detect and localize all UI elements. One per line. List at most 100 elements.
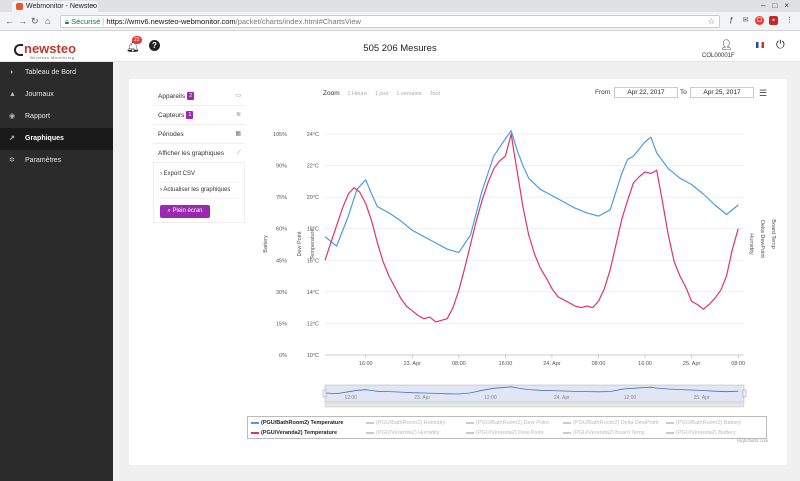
y-tick-battery: 45% — [276, 258, 287, 264]
mail-icon[interactable]: ✉ — [742, 17, 749, 24]
x-tick-label: 23. Apr — [404, 361, 422, 367]
actualiser-graphiques-link[interactable]: › Actualiser les graphiques — [160, 183, 238, 199]
zoom-label: Zoom — [323, 90, 340, 97]
navigator-series — [324, 386, 739, 395]
gear-icon: ✲ — [9, 157, 15, 164]
temperature-chart[interactable]: 0% 10°C 15% 12°C 30% 14°C 45% 16°C 60% 18°C 75% 20°… — [129, 79, 787, 465]
notification-count-badge: 22 — [132, 36, 142, 44]
logout-power-icon[interactable]: ⏻ — [776, 39, 785, 51]
legend-label: (PGU/BathRoom2) Humidity — [376, 420, 446, 426]
chart-menu-icon[interactable]: ☰ — [759, 88, 768, 98]
appareils-row[interactable]: Appareils 2 ▭ — [153, 87, 245, 106]
legend-swatch — [366, 421, 374, 424]
sidebar-item-journaux[interactable]: ▲ Journaux — [0, 84, 113, 106]
secure-label: Sécurisé — [71, 17, 101, 26]
legend-label: (PGU/Veranda2) Board Temp — [573, 430, 645, 436]
browser-tab[interactable]: Webmonitor - Newsteo × — [12, 1, 98, 12]
series-line-1 — [324, 133, 739, 323]
x-tick-label: 16:00 — [359, 361, 373, 367]
back-icon[interactable]: ← — [5, 16, 14, 26]
legend-item[interactable]: (PGU/Veranda2) Humidity — [366, 430, 440, 436]
forward-icon[interactable]: → — [18, 16, 27, 26]
chart-icon: ↗ — [9, 135, 15, 142]
legend-item[interactable]: (PGU/Veranda2) Dew Point — [466, 430, 543, 436]
y-axis-label-humidity: Humidity — [748, 233, 754, 255]
user-icon[interactable]: 👤︎ — [720, 40, 733, 51]
periodes-row[interactable]: Périodes ▦ — [153, 125, 245, 144]
zoom-1-day[interactable]: 1 jour — [374, 91, 389, 97]
dashboard-icon: ◑ — [9, 69, 14, 76]
from-date-input[interactable]: Apr 22, 2017 — [614, 87, 678, 98]
x-tick-label: 08:00 — [731, 361, 745, 367]
wifi-icon: ≋ — [235, 112, 241, 118]
legend-item[interactable]: (PGU/BathRoom2) Dew Point — [466, 420, 549, 426]
legend-swatch — [366, 431, 374, 434]
legend-swatch — [666, 431, 674, 434]
sidebar-item-parametres[interactable]: ✲ Paramètres — [0, 150, 113, 172]
afficher-graphiques-row[interactable]: Afficher les graphiques ⟋ — [153, 144, 245, 163]
y-tick-battery: 90% — [276, 164, 287, 170]
home-icon[interactable]: ⌂ — [45, 16, 51, 26]
close-tab-icon[interactable]: × — [90, 3, 95, 10]
y-tick-battery: 60% — [276, 227, 287, 233]
legend-swatch — [466, 431, 474, 434]
legend-item[interactable]: (PGU/BathRoom2) Delta DewPoint — [563, 420, 659, 426]
sidebar-item-graphiques[interactable]: ↗ Graphiques — [0, 128, 113, 150]
legend-swatch — [466, 421, 474, 424]
zoom-all[interactable]: Tout — [429, 91, 441, 97]
browser-toolbar: ← → ↻ ⌂ 🔒︎ Sécurisé | https://wmv6.newst… — [0, 12, 800, 31]
chart-legend: (PGU/BathRoom2) Temperature (PGU/BathRoom… — [247, 416, 767, 439]
help-icon[interactable]: ? — [149, 40, 160, 51]
reload-icon[interactable]: ↻ — [31, 16, 39, 26]
export-csv-link[interactable]: › Export CSV — [160, 167, 238, 183]
legend-item[interactable]: (PGU/BathRoom2) Humidity — [366, 420, 445, 426]
legend-swatch — [251, 421, 259, 424]
legend-label: (PGU/Veranda2) Dew Point — [476, 430, 544, 436]
chart-options-panel: Appareils 2 ▭ Capteurs 1 ≋ Périodes ▦ Affiche… — [153, 87, 245, 223]
legend-swatch — [666, 421, 674, 424]
legend-item[interactable]: (PGU/BathRoom2) Battery — [666, 420, 741, 426]
y-tick-temperature: 20°C — [307, 195, 319, 201]
highcharts-credit[interactable]: Highcharts.com — [737, 438, 769, 443]
y-tick-temperature: 22°C — [307, 164, 319, 170]
extension-icon[interactable]: ƒ — [729, 17, 734, 24]
opera-icon[interactable]: O — [755, 16, 764, 25]
y-tick-battery: 0% — [279, 353, 287, 359]
legend-swatch — [251, 431, 259, 434]
notifications-bell-icon[interactable]: 🔔︎ — [126, 41, 140, 53]
zoom-1-week[interactable]: 1 semaine — [396, 91, 422, 97]
bookmark-star-icon[interactable]: ☆ — [707, 17, 715, 26]
browser-menu-icon[interactable]: ⋮ — [786, 17, 793, 24]
y-tick-battery: 15% — [276, 321, 287, 327]
to-label: To — [680, 89, 687, 96]
appareils-count-badge: 2 — [187, 92, 195, 101]
legend-item[interactable]: (PGU/Veranda2) Battery — [666, 430, 736, 436]
y-axis-label-battery: Battery — [263, 235, 269, 253]
zoom-1-hour[interactable]: 1 Heure — [347, 91, 368, 97]
sidebar-item-rapport[interactable]: ◉ Rapport — [0, 106, 113, 128]
to-date-input[interactable]: Apr 25, 2017 — [690, 87, 754, 98]
chart-actions: › Export CSV › Actualiser les graphiques… — [153, 163, 245, 223]
french-flag-icon[interactable] — [756, 42, 764, 48]
line-chart-icon: ⟋ — [236, 150, 241, 156]
window-controls[interactable]: –□× — [761, 1, 796, 10]
navigator-tick-label: 25. Apr — [694, 395, 710, 401]
capteurs-row[interactable]: Capteurs 1 ≋ — [153, 106, 245, 125]
browser-tabbar: Webmonitor - Newsteo × –□× — [0, 0, 800, 12]
navigator-handle-left — [322, 389, 327, 398]
newsteo-logo[interactable]: newsteo — [14, 41, 76, 56]
legend-item[interactable]: (PGU/BathRoom2) Temperature — [251, 420, 343, 426]
legend-item[interactable]: (PGU/Veranda2) Board Temp — [563, 430, 645, 436]
user-id: COL00001F — [702, 53, 735, 59]
y-axis-label-dew-point: Dew Point — [297, 231, 303, 257]
y-tick-battery: 105% — [273, 132, 287, 138]
legend-label: (PGU/BathRoom2) Delta DewPoint — [573, 420, 659, 426]
sidebar-item-tableau-de-bord[interactable]: ◑ Tableau de Bord — [0, 62, 113, 84]
device-icon: ▭ — [235, 93, 241, 99]
x-tick-label: 08:00 — [452, 361, 466, 367]
extension-2-icon[interactable]: ▪ — [769, 16, 778, 25]
legend-item[interactable]: (PGU/Veranda2) Temperature — [251, 430, 337, 436]
y-axis-label-board-temp: Board Temp — [770, 219, 776, 249]
plein-ecran-button[interactable]: ⌕ Plein écran — [160, 205, 210, 218]
address-bar[interactable]: 🔒︎ Sécurisé | https://wmv6.newsteo-webmo… — [60, 15, 720, 28]
